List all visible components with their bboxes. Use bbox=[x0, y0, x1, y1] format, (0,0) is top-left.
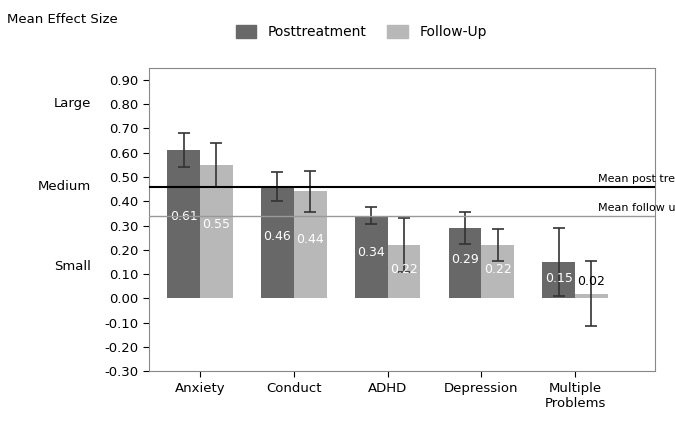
Text: Mean post treatment (ES = 0.46): Mean post treatment (ES = 0.46) bbox=[598, 174, 675, 184]
Bar bbox=[261, 187, 294, 298]
Text: 0.46: 0.46 bbox=[263, 230, 292, 243]
Bar bbox=[167, 150, 200, 298]
Text: 0.61: 0.61 bbox=[170, 211, 198, 223]
Bar bbox=[355, 216, 387, 298]
Text: 0.44: 0.44 bbox=[296, 233, 324, 246]
Legend: Posttreatment, Follow-Up: Posttreatment, Follow-Up bbox=[230, 20, 492, 45]
Text: 0.22: 0.22 bbox=[484, 262, 512, 276]
Text: 0.02: 0.02 bbox=[578, 274, 605, 287]
Text: Mean Effect Size: Mean Effect Size bbox=[7, 13, 117, 26]
Text: Small: Small bbox=[54, 260, 91, 273]
Text: 0.29: 0.29 bbox=[451, 253, 479, 266]
Bar bbox=[448, 228, 481, 298]
Bar bbox=[387, 245, 421, 298]
Bar bbox=[575, 294, 608, 298]
Text: Large: Large bbox=[54, 97, 91, 111]
Bar bbox=[481, 245, 514, 298]
Text: Mean follow up (ES = 0.34): Mean follow up (ES = 0.34) bbox=[598, 203, 675, 214]
Text: 0.55: 0.55 bbox=[202, 219, 230, 231]
Bar bbox=[200, 165, 233, 298]
Bar bbox=[294, 192, 327, 298]
Text: Medium: Medium bbox=[38, 180, 91, 193]
Text: 0.22: 0.22 bbox=[390, 262, 418, 276]
Text: 0.15: 0.15 bbox=[545, 272, 572, 285]
Bar bbox=[542, 262, 575, 298]
Text: 0.34: 0.34 bbox=[357, 246, 385, 260]
